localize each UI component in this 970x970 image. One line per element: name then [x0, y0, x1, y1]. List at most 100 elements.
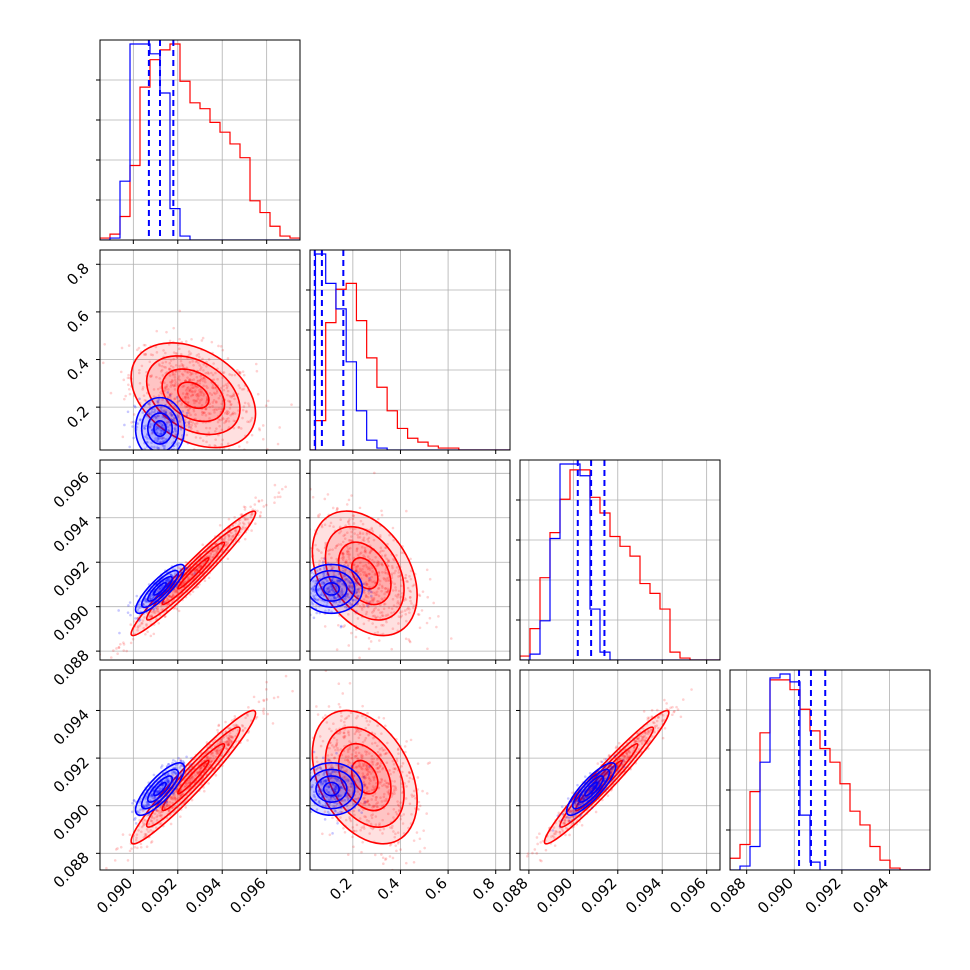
scatter-point [210, 393, 214, 397]
scatter-point [370, 575, 373, 579]
scatter-point [187, 420, 190, 424]
scatter-point [164, 388, 168, 391]
scatter-point [237, 384, 241, 387]
scatter-point [368, 550, 372, 554]
scatter-point [332, 595, 336, 598]
scatter-point [143, 398, 147, 402]
scatter-point [332, 525, 335, 529]
scatter-point [161, 398, 164, 402]
scatter-point [158, 811, 161, 815]
scatter-point [190, 573, 193, 576]
scatter-point [136, 846, 139, 850]
scatter-point [166, 425, 169, 429]
scatter-point [162, 349, 165, 352]
scatter-point [167, 595, 171, 598]
scatter-point [197, 770, 201, 774]
scatter-point [390, 564, 394, 568]
scatter-point [239, 427, 243, 430]
scatter-point [357, 587, 360, 591]
scatter-point [334, 804, 337, 808]
scatter-point [348, 585, 352, 588]
scatter-point [437, 615, 440, 618]
scatter-point [343, 624, 346, 627]
density-contour [176, 381, 210, 410]
scatter-point [375, 805, 379, 808]
scatter-point [188, 781, 191, 785]
scatter-point [141, 619, 145, 622]
scatter-point [173, 404, 176, 408]
scatter-point [363, 815, 366, 818]
scatter-point [208, 417, 211, 420]
scatter-point [402, 813, 406, 816]
scatter-point [426, 762, 430, 765]
scatter-point [381, 804, 384, 808]
scatter-point [214, 749, 217, 753]
scatter-point [361, 603, 365, 606]
scatter-point [258, 514, 262, 517]
scatter-point [158, 377, 162, 380]
scatter-point [381, 632, 385, 636]
scatter-point [367, 733, 370, 737]
scatter-point [151, 796, 154, 800]
scatter-point [377, 571, 381, 574]
scatter-point [133, 617, 137, 620]
scatter-point [133, 818, 136, 821]
scatter-point [334, 797, 337, 801]
scatter-point [119, 370, 123, 374]
scatter-point [210, 759, 213, 763]
scatter-point [227, 738, 231, 741]
scatter-point [227, 734, 231, 737]
scatter-point [193, 401, 196, 405]
scatter-point [336, 777, 340, 781]
scatter-point [356, 715, 359, 718]
scatter-point [342, 558, 345, 562]
scatter-point [327, 790, 330, 794]
scatter-point [372, 609, 375, 613]
scatter-point [160, 392, 164, 396]
scatter-point [195, 568, 199, 572]
scatter-point [651, 721, 655, 724]
scatter-point [155, 375, 158, 379]
scatter-point [323, 794, 327, 797]
scatter-point [190, 756, 193, 760]
scatter-point [167, 763, 170, 766]
density-contour [153, 420, 167, 438]
histogram-series-a [520, 463, 720, 660]
scatter-point [423, 846, 426, 850]
scatter-point [227, 535, 231, 539]
scatter-point [358, 567, 362, 571]
scatter-point [192, 399, 195, 402]
scatter-point [342, 736, 346, 740]
scatter-point [194, 360, 198, 363]
scatter-point [216, 420, 220, 424]
scatter-point [206, 386, 209, 390]
scatter-point [407, 780, 411, 783]
scatter-point [155, 439, 159, 443]
scatter-point [172, 384, 176, 388]
scatter-point [216, 728, 219, 732]
scatter-point [402, 832, 406, 835]
scatter-point [227, 416, 230, 420]
scatter-point [230, 412, 234, 416]
scatter-point [349, 785, 352, 789]
scatter-point [432, 601, 435, 605]
scatter-point [326, 772, 330, 776]
scatter-point [154, 437, 157, 440]
scatter-point [144, 804, 147, 807]
scatter-point [341, 766, 345, 769]
scatter-point [378, 748, 382, 751]
scatter-point [211, 383, 215, 387]
scatter-point [343, 598, 346, 601]
scatter-point [344, 818, 348, 822]
density-contour [311, 510, 418, 637]
scatter-point [187, 408, 190, 412]
scatter-point [138, 397, 141, 401]
scatter-point [170, 413, 174, 417]
scatter-point [168, 393, 172, 397]
panel-inner [520, 460, 720, 660]
scatter-point [359, 573, 362, 576]
scatter-point [385, 761, 389, 764]
scatter-point [317, 773, 320, 777]
scatter-point [184, 379, 188, 382]
scatter-point [176, 377, 180, 380]
